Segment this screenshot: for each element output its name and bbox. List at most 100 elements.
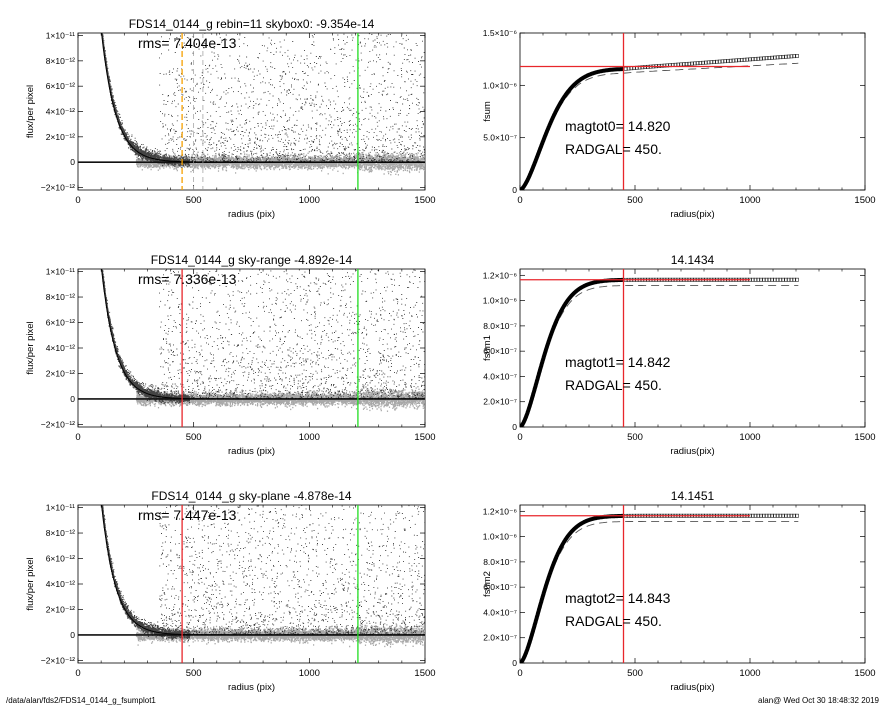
- growth-curve-marker: [706, 60, 711, 65]
- growth-curve-marker: [756, 277, 761, 282]
- y-tick-label: 0: [512, 422, 517, 432]
- growth-curve-marker: [770, 55, 774, 60]
- growth-curve-marker: [750, 513, 755, 518]
- x-axis-label: radius(pix): [670, 682, 714, 693]
- y-tick-label: 2.0×10⁻⁷: [483, 397, 517, 407]
- y-tick-label: 2.0×10⁻⁷: [483, 633, 517, 643]
- y-tick-label: 8.0×10⁻⁷: [483, 321, 517, 331]
- y-tick-label: 2×10⁻¹²: [46, 604, 75, 614]
- growth-curve-marker: [772, 277, 777, 282]
- y-tick-label: 1.0×10⁻⁶: [483, 80, 517, 90]
- plot-area: [520, 33, 799, 190]
- y-tick-label: 1×10⁻¹¹: [46, 31, 75, 41]
- growth-curve-marker: [720, 59, 725, 64]
- rms-annotation: rms= 7.336e-13: [138, 271, 237, 287]
- y-tick-label: 6×10⁻¹²: [46, 81, 75, 91]
- growth-curve-marker: [759, 513, 763, 518]
- growth-curve-marker: [783, 513, 788, 518]
- x-axis-label: radius(pix): [670, 446, 714, 457]
- x-axis-label: radius(pix): [670, 209, 714, 220]
- growth-curve-marker: [781, 513, 786, 518]
- growth-curve-marker: [767, 277, 772, 282]
- growth-curve-marker: [775, 513, 780, 518]
- growth-curve-marker: [690, 61, 694, 66]
- growth-curve-marker: [772, 513, 777, 518]
- growth-curve-marker: [698, 61, 703, 65]
- x-tick-label: 0: [75, 668, 80, 679]
- growth-curve-marker: [775, 277, 780, 282]
- y-tick-label: 8×10⁻¹²: [46, 56, 75, 66]
- y-tick-label: 1×10⁻¹¹: [46, 267, 75, 277]
- y-tick-label: 6.0×10⁻⁷: [483, 346, 517, 356]
- growth-curve-marker: [684, 62, 689, 66]
- x-tick-label: 1500: [854, 668, 875, 679]
- x-axis-label: radius (pix): [228, 682, 275, 693]
- x-tick-label: 1000: [739, 432, 760, 443]
- growth-curve-marker: [772, 55, 777, 60]
- x-tick-label: 1500: [854, 432, 875, 443]
- growth-curve-marker: [695, 61, 700, 66]
- growth-curve-marker: [761, 277, 766, 282]
- growth-curve-marker: [789, 54, 794, 59]
- x-tick-label: 1000: [299, 432, 320, 443]
- y-axis-label: flux/per pixel: [25, 85, 36, 138]
- growth-curve-marker: [726, 59, 730, 63]
- growth-curve-marker: [731, 58, 736, 63]
- y-tick-label: 2×10⁻¹²: [46, 368, 75, 378]
- y-tick-label: 1.0×10⁻⁶: [483, 532, 517, 542]
- x-tick-label: 500: [186, 432, 202, 443]
- growth-curve-marker: [789, 513, 794, 518]
- y-tick-label: 6.0×10⁻⁷: [483, 582, 517, 592]
- growth-curve-marker: [795, 54, 799, 58]
- chart-title: FDS14_0144_g sky-range -4.892e-14: [151, 253, 353, 267]
- magtot-annotation: magtot1= 14.842: [565, 354, 671, 370]
- growth-curve-marker: [792, 54, 797, 59]
- plot-area: [78, 33, 425, 190]
- growth-curve-marker: [681, 62, 686, 67]
- chart-title: FDS14_0144_g rebin=11 skybox0: -9.354e-1…: [129, 17, 375, 31]
- x-axis-label: radius (pix): [228, 446, 275, 457]
- y-tick-label: −2×10⁻¹²: [41, 655, 75, 665]
- y-axis-label: flux/per pixel: [25, 321, 36, 374]
- growth-curve-dense: [520, 67, 626, 190]
- growth-curve-marker: [662, 63, 667, 68]
- growth-curve-marker: [778, 277, 783, 282]
- growth-curve-marker: [759, 56, 763, 61]
- growth-curve-marker: [748, 57, 752, 62]
- x-tick-label: 1500: [414, 668, 435, 679]
- growth-curve-marker: [792, 513, 797, 518]
- growth-curve-marker: [792, 277, 797, 282]
- y-tick-label: 6×10⁻¹²: [46, 318, 75, 328]
- growth-curve-marker: [717, 59, 722, 64]
- growth-curve-marker: [745, 57, 750, 62]
- growth-curve-marker: [786, 54, 791, 59]
- radgal-annotation: RADGAL= 450.: [565, 377, 662, 393]
- x-tick-label: 0: [75, 432, 80, 443]
- rms-annotation: rms= 7.447e-13: [138, 507, 237, 523]
- x-axis-label: radius (pix): [228, 209, 275, 220]
- mean-profile-curve: [101, 33, 425, 163]
- y-axis-label: fsum2: [482, 571, 493, 597]
- growth-curve-marker: [623, 66, 628, 71]
- x-tick-label: 0: [517, 432, 522, 443]
- growth-curve-marker: [709, 60, 714, 65]
- growth-curve-marker: [692, 61, 697, 66]
- growth-curve-marker: [770, 513, 774, 518]
- chart-panel-left-3: 0 500 1000 1500−2×10⁻¹²02×10⁻¹²4×10⁻¹²6×10⁻…: [25, 489, 436, 693]
- growth-curve-marker: [786, 513, 791, 518]
- growth-curve-marker: [767, 513, 772, 518]
- growth-curve-marker: [756, 56, 761, 61]
- plot-area: [78, 505, 425, 663]
- growth-curve-marker: [756, 513, 761, 518]
- y-tick-label: 0: [70, 630, 75, 640]
- magtot-annotation: magtot2= 14.843: [565, 590, 671, 606]
- y-axis-label: fsum1: [482, 335, 493, 361]
- growth-curve-marker: [781, 277, 786, 282]
- growth-curve-marker: [775, 55, 780, 60]
- growth-curve-marker: [789, 277, 794, 282]
- growth-curve-marker: [761, 513, 766, 518]
- y-tick-label: 4.0×10⁻⁷: [483, 607, 517, 617]
- growth-curve-marker: [764, 56, 769, 61]
- growth-curve-marker: [723, 59, 728, 64]
